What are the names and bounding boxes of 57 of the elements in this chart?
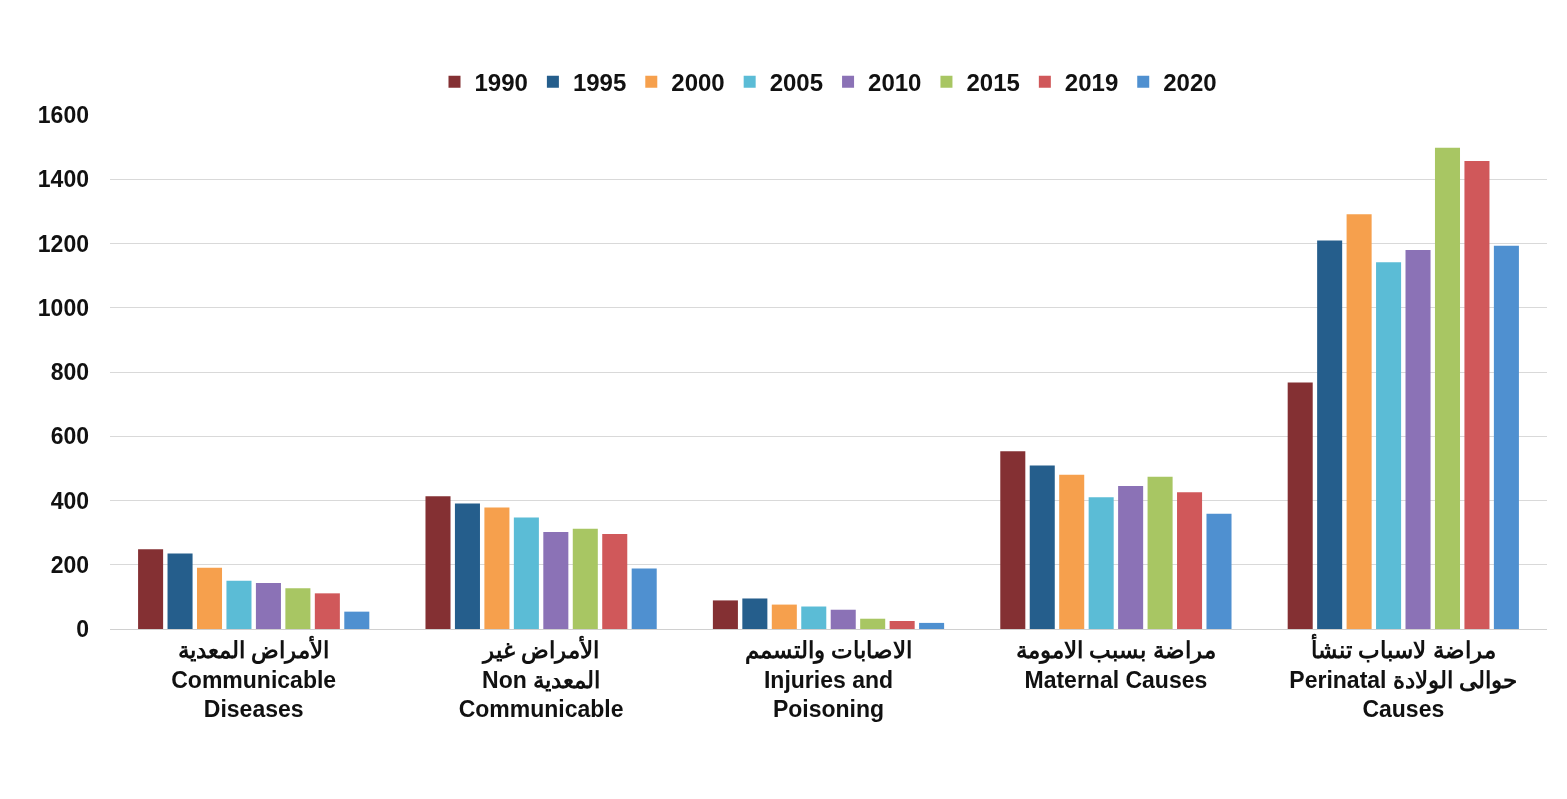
legend-label: 2020 — [1163, 69, 1217, 97]
bar — [1059, 474, 1085, 629]
bar — [1317, 240, 1343, 629]
bar — [801, 606, 827, 629]
bar — [919, 622, 945, 629]
legend-label: 2019 — [1064, 69, 1119, 97]
legend-label: 2000 — [671, 69, 725, 97]
bar — [1464, 160, 1490, 629]
bar — [1147, 476, 1173, 629]
bar — [1376, 262, 1402, 629]
bar — [1405, 249, 1431, 629]
y-tick-label: 0 — [76, 616, 89, 643]
bar — [425, 496, 451, 629]
y-tick-label: 200 — [50, 551, 89, 578]
bar — [1118, 486, 1144, 629]
bar — [830, 609, 856, 629]
legend-label: 2010 — [868, 69, 922, 97]
bar — [543, 531, 569, 629]
bar — [602, 533, 628, 629]
bar — [1000, 451, 1026, 629]
bar — [196, 567, 223, 629]
bar — [285, 588, 311, 629]
bar — [771, 604, 797, 629]
bar — [1177, 492, 1203, 629]
bar — [712, 600, 738, 629]
bar — [1434, 147, 1461, 629]
y-tick-label: 800 — [50, 359, 89, 386]
bar — [344, 611, 370, 629]
legend-label: 1990 — [474, 69, 528, 97]
bar — [742, 598, 768, 629]
bar — [889, 620, 915, 629]
y-tick-label: 1000 — [37, 294, 89, 321]
y-tick-label: 600 — [50, 423, 89, 450]
y-tick-label: 1600 — [37, 102, 89, 129]
legend-label: 1995 — [572, 69, 627, 97]
y-tick-label: 1400 — [37, 166, 89, 193]
bar — [1088, 497, 1114, 629]
y-tick-label: 400 — [50, 487, 89, 514]
bar — [1206, 513, 1232, 629]
bar — [1493, 245, 1519, 629]
bar — [631, 568, 657, 629]
bar — [138, 549, 164, 629]
legend-label: 2015 — [966, 69, 1020, 97]
bar — [255, 583, 281, 629]
bar — [484, 507, 510, 629]
bar — [226, 580, 252, 629]
bar — [167, 553, 193, 629]
bar — [572, 528, 598, 629]
bar — [860, 618, 886, 629]
bar — [314, 593, 340, 629]
bar — [1029, 465, 1055, 629]
y-tick-label: 1200 — [37, 230, 89, 257]
bar — [513, 517, 539, 629]
legend-label: 2005 — [769, 69, 824, 97]
bar — [454, 503, 480, 629]
bar — [1287, 382, 1313, 629]
bar — [1346, 214, 1372, 629]
